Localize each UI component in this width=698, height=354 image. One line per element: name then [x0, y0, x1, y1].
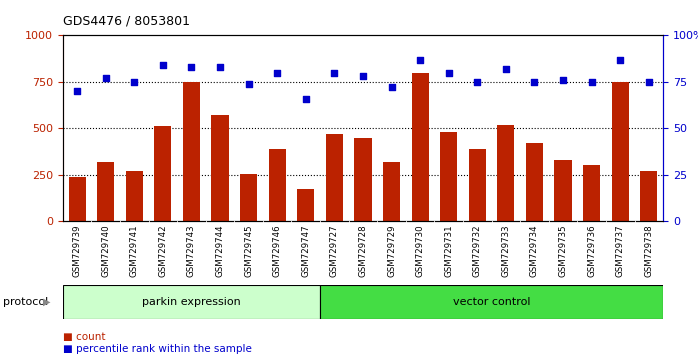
Text: GSM729734: GSM729734	[530, 224, 539, 277]
Bar	[554, 160, 572, 221]
Point	[100, 75, 111, 81]
Bar	[240, 174, 257, 221]
Point	[529, 79, 540, 85]
Point	[357, 73, 369, 79]
Text: GSM729747: GSM729747	[302, 224, 311, 277]
Point	[243, 81, 254, 87]
Bar	[154, 126, 172, 221]
Point	[186, 64, 197, 70]
Bar	[320, 285, 663, 319]
Bar	[497, 125, 514, 221]
Bar	[183, 82, 200, 221]
Text: GSM729744: GSM729744	[216, 224, 225, 277]
Bar	[611, 82, 629, 221]
Point	[472, 79, 483, 85]
Bar	[269, 149, 285, 221]
Point	[71, 88, 82, 94]
Text: ■ count: ■ count	[63, 332, 105, 342]
Text: GSM729739: GSM729739	[73, 224, 82, 277]
Text: vector control: vector control	[453, 297, 530, 307]
Text: GSM729736: GSM729736	[587, 224, 596, 277]
Bar	[583, 166, 600, 221]
Text: GSM729729: GSM729729	[387, 224, 396, 277]
Bar	[68, 177, 86, 221]
Bar	[383, 162, 400, 221]
Point	[586, 79, 597, 85]
Text: GSM729727: GSM729727	[330, 224, 339, 277]
Bar	[97, 162, 114, 221]
Text: GSM729733: GSM729733	[501, 224, 510, 277]
Text: GSM729742: GSM729742	[158, 224, 168, 277]
Bar	[211, 115, 229, 221]
Text: GSM729728: GSM729728	[359, 224, 367, 277]
Text: GSM729738: GSM729738	[644, 224, 653, 277]
Point	[500, 66, 512, 72]
Bar	[63, 285, 320, 319]
Bar	[440, 132, 457, 221]
Text: GSM729746: GSM729746	[273, 224, 282, 277]
Text: GSM729730: GSM729730	[415, 224, 424, 277]
Text: GDS4476 / 8053801: GDS4476 / 8053801	[63, 14, 190, 27]
Point	[300, 96, 311, 101]
Point	[386, 85, 397, 90]
Text: GSM729740: GSM729740	[101, 224, 110, 277]
Point	[615, 57, 626, 62]
Point	[157, 62, 168, 68]
Text: ■ percentile rank within the sample: ■ percentile rank within the sample	[63, 344, 252, 354]
Bar	[469, 149, 486, 221]
Bar	[326, 134, 343, 221]
Text: protocol: protocol	[3, 297, 49, 307]
Point	[443, 70, 454, 75]
Text: GSM729741: GSM729741	[130, 224, 139, 277]
Point	[329, 70, 340, 75]
Text: GSM729735: GSM729735	[558, 224, 567, 277]
Point	[214, 64, 225, 70]
Point	[415, 57, 426, 62]
Text: GSM729745: GSM729745	[244, 224, 253, 277]
Text: GSM729731: GSM729731	[444, 224, 453, 277]
Bar	[412, 73, 429, 221]
Point	[128, 79, 140, 85]
Text: ▶: ▶	[43, 297, 51, 307]
Bar	[355, 138, 371, 221]
Text: GSM729732: GSM729732	[473, 224, 482, 277]
Text: GSM729743: GSM729743	[187, 224, 196, 277]
Point	[272, 70, 283, 75]
Bar	[297, 189, 314, 221]
Bar	[640, 171, 658, 221]
Text: GSM729737: GSM729737	[616, 224, 625, 277]
Text: parkin expression: parkin expression	[142, 297, 241, 307]
Point	[644, 79, 655, 85]
Bar	[526, 143, 543, 221]
Point	[558, 77, 569, 83]
Bar	[126, 171, 143, 221]
